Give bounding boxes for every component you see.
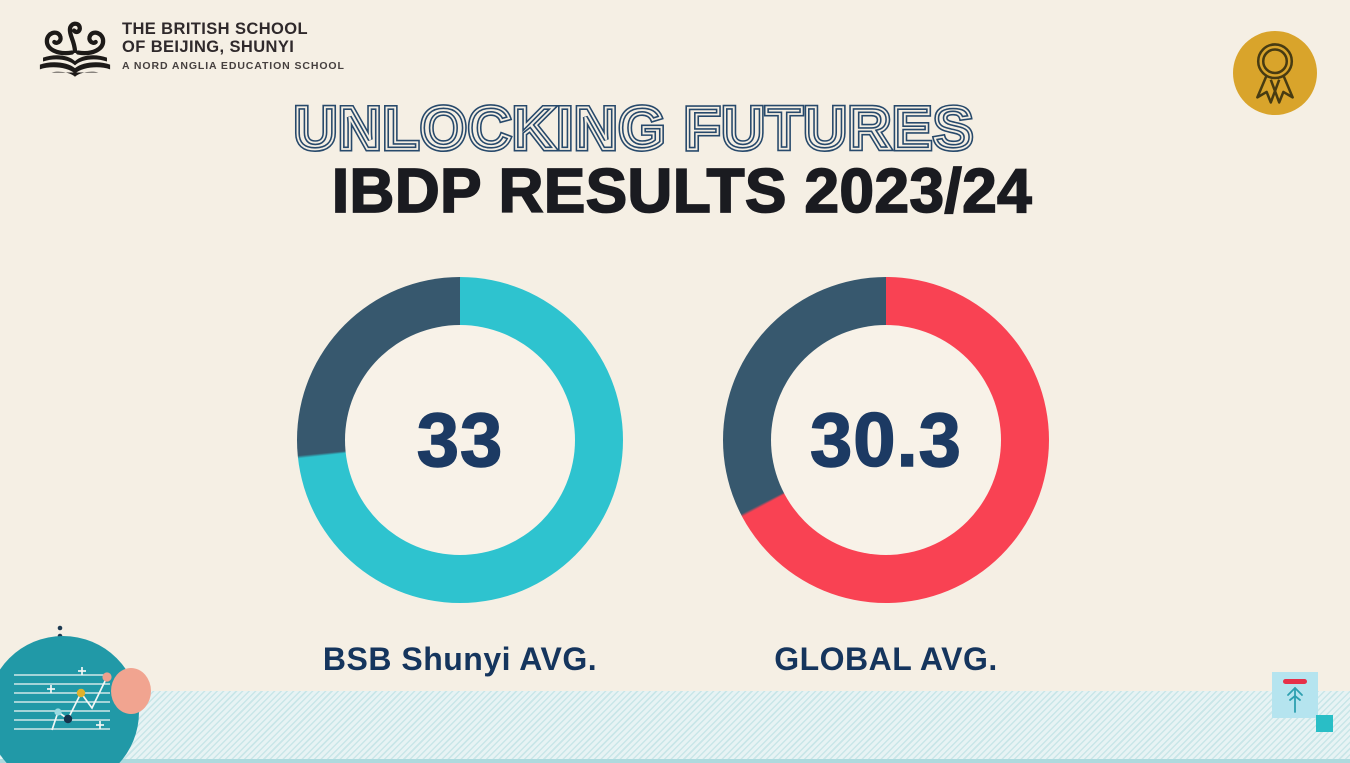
medal-rosette-icon (1256, 43, 1294, 104)
donut-value-bsb: 33 (416, 397, 504, 484)
page-title: UNLOCKING FUTURES UNLOCKING FUTURES (291, 93, 975, 165)
page-title-text: UNLOCKING FUTURES (291, 93, 975, 165)
donut-chart-global: 30.3 GLOBAL AVG. (723, 277, 1049, 678)
trend-data-points (54, 672, 112, 724)
brand-name-line1: THE BRITISH SCHOOL (122, 20, 308, 38)
brand-tagline: A NORD ANGLIA EDUCATION SCHOOL (122, 60, 345, 73)
donut-chart-bsb: 33 BSB Shunyi AVG. (297, 277, 623, 678)
school-crest-icon (39, 21, 111, 77)
donut-ring-bsb: 33 (297, 277, 623, 603)
donut-hole-global: 30.3 (771, 325, 1001, 555)
page-title-text-overlay: UNLOCKING FUTURES (293, 94, 975, 163)
donut-label-global: GLOBAL AVG. (774, 641, 998, 677)
award-badge (1233, 31, 1317, 115)
page-subtitle: IBDP RESULTS 2023/24 (331, 156, 1033, 227)
plus-marks-decoration (47, 667, 104, 729)
bottom-stripe-band (0, 691, 1350, 763)
donut-value-global: 30.3 (809, 397, 962, 484)
school-name: THE BRITISH SCHOOL OF BEIJING, SHUNYI A … (122, 20, 345, 72)
bottom-stripe-edge (0, 759, 1350, 763)
donut-hole-bsb: 33 (345, 325, 575, 555)
brand-name-line2: OF BEIJING, SHUNYI (122, 38, 295, 57)
arrow-up-to-bar-icon (1283, 679, 1307, 713)
line-chart-decoration (0, 625, 151, 763)
donut-ring-global: 30.3 (723, 277, 1049, 603)
teal-square-decoration (1316, 715, 1333, 732)
salmon-dot-decoration (111, 668, 151, 714)
school-logo: THE BRITISH SCHOOL OF BEIJING, SHUNYI A … (36, 12, 345, 90)
donut-label-bsb: BSB Shunyi AVG. (322, 641, 598, 677)
upward-arrow-tile (1272, 672, 1318, 718)
teal-circle-decoration (0, 636, 139, 763)
